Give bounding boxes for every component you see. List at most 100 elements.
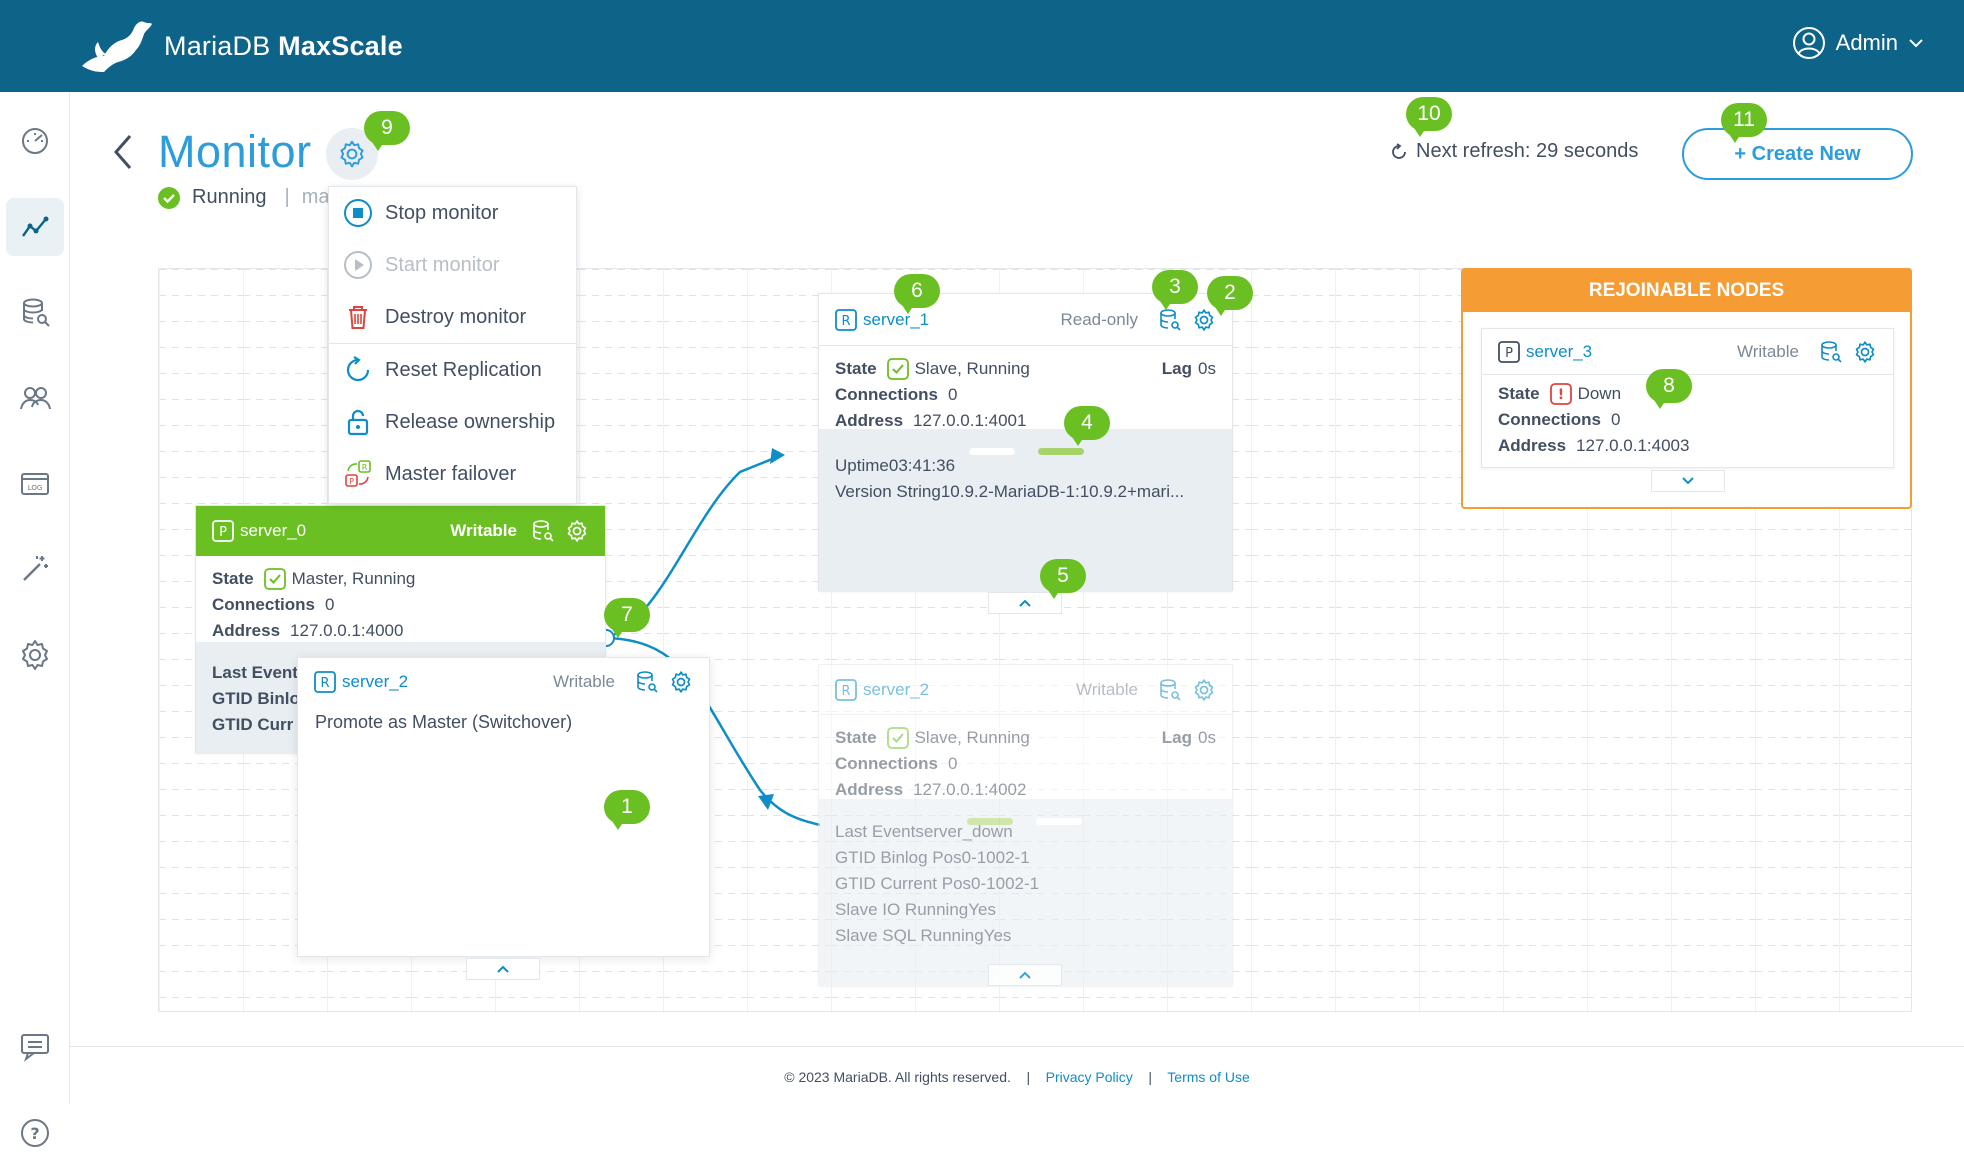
node-body: State Slave, Running Lag 0s Connections 0 … (819, 715, 1232, 803)
node-server-2[interactable]: R server_2 Writable State Slave, Running… (818, 664, 1233, 987)
chevron-up-icon (1019, 599, 1031, 607)
sidebar-item-feedback[interactable] (6, 1017, 64, 1075)
monitor-status: Running | mar (158, 186, 336, 209)
state-value: Down (1577, 384, 1622, 403)
refresh-text: Next refresh: 29 seconds (1416, 140, 1639, 162)
node-header[interactable]: R server_1 Read-only (819, 294, 1232, 346)
connections-label: Connections (835, 385, 938, 404)
server-name[interactable]: server_2 (342, 672, 409, 691)
arrow-head (770, 448, 785, 464)
gear-icon[interactable] (565, 519, 589, 543)
gtid-binlog-value: 0-1002-1 (961, 848, 1030, 867)
footer: © 2023 MariaDB. All rights reserved. | P… (70, 1046, 1964, 1104)
node-header[interactable]: P server_0 Writable (196, 506, 605, 556)
node-header[interactable]: R server_2 Writable (298, 658, 709, 706)
svg-text:P: P (349, 477, 354, 486)
state-value: Master, Running (291, 569, 416, 588)
menu-item-release-ownership[interactable]: Release ownership (329, 396, 576, 448)
users-icon (20, 387, 51, 410)
callout-badge: 4 (1064, 406, 1110, 446)
expand-handles[interactable] (967, 807, 1082, 833)
gear-icon[interactable] (1853, 340, 1877, 364)
address-value: 127.0.0.1:4001 (913, 411, 1027, 430)
switchover-hint: Promote as Master (Switchover) (315, 712, 573, 732)
node-header[interactable]: R server_2 Writable (819, 665, 1232, 715)
sidebar-item-settings[interactable] (6, 626, 64, 684)
collapse-button[interactable] (988, 592, 1062, 614)
server-name[interactable]: server_0 (240, 521, 307, 540)
sidebar-item-help[interactable]: ? (6, 1104, 64, 1162)
menu-item-reset-replication[interactable]: Reset Replication (329, 344, 576, 396)
node-server-3[interactable]: P server_3 Writable State ! Down Connect… (1481, 328, 1894, 468)
failover-icon: RP (345, 460, 371, 487)
connections-value: 0 (947, 754, 958, 773)
database-search-icon[interactable] (1158, 308, 1182, 332)
sidebar-item-users[interactable] (6, 369, 64, 427)
server-name[interactable]: server_2 (863, 679, 930, 699)
gtid-current-value: 0-1002-1 (971, 874, 1040, 893)
logo[interactable]: MariaDB MaxScale (78, 16, 403, 76)
slave-io-label: Slave IO Running (835, 900, 969, 919)
query-editor-icon (23, 298, 50, 327)
collapse-button[interactable] (988, 964, 1062, 986)
sidebar-item-logs[interactable]: LOG (6, 455, 64, 513)
user-avatar-icon (1792, 27, 1825, 59)
primary-server-icon: P (212, 520, 234, 542)
sidebar-item-query-editor[interactable] (6, 283, 64, 341)
lag-label: Lag (1161, 728, 1193, 747)
refresh-countdown[interactable]: Next refresh: 29 seconds (1390, 140, 1638, 163)
node-server-1[interactable]: R server_1 Read-only State Slave, Runnin… (818, 293, 1233, 592)
gear-icon[interactable] (1192, 678, 1216, 702)
config-wizard-icon (23, 556, 48, 581)
address-label: Address (212, 621, 281, 640)
gear-icon[interactable] (669, 670, 693, 694)
last-event-value: server_down (915, 822, 1013, 841)
gtid-current-label: GTID Curr (212, 715, 294, 734)
gear-icon[interactable] (1192, 308, 1216, 332)
create-new-button[interactable]: + Create New (1682, 128, 1913, 180)
state-label: State (212, 569, 254, 588)
svg-text:P: P (1505, 346, 1513, 361)
sidebar-item-dashboard[interactable] (6, 111, 64, 169)
status-separator: | (284, 186, 290, 208)
user-menu[interactable]: Admin (1792, 26, 1924, 60)
node-header[interactable]: P server_3 Writable (1482, 329, 1893, 375)
server-role: Writable (552, 672, 615, 691)
expand-button[interactable] (1651, 470, 1725, 492)
gtid-binlog-label: GTID Binlo (212, 689, 300, 708)
svg-text:R: R (841, 314, 850, 329)
callout-badge: 10 (1406, 97, 1452, 137)
server-name[interactable]: server_1 (863, 309, 930, 329)
menu-label: Reset Replication (385, 358, 542, 381)
address-label: Address (835, 411, 904, 430)
menu-label: Release ownership (385, 410, 556, 433)
expand-handles[interactable] (969, 437, 1084, 463)
logs-icon: LOG (21, 473, 49, 495)
menu-divider (329, 343, 576, 344)
server-name[interactable]: server_3 (1526, 341, 1593, 361)
address-value: 127.0.0.1:4003 (1576, 436, 1690, 455)
menu-item-start-monitor[interactable]: Start monitor (329, 239, 576, 291)
privacy-policy-link[interactable]: Privacy Policy (1045, 1069, 1133, 1085)
chevron-up-icon (497, 965, 509, 973)
callout-badge: 11 (1721, 103, 1767, 143)
stop-icon (344, 199, 372, 227)
terms-of-use-link[interactable]: Terms of Use (1167, 1069, 1250, 1085)
copyright-text: © 2023 MariaDB. All rights reserved. (784, 1069, 1011, 1085)
back-arrow-icon[interactable] (108, 130, 138, 174)
collapse-button[interactable] (466, 958, 540, 980)
node-body: State Slave, Running Lag 0s Connections 0 … (819, 346, 1232, 434)
menu-item-destroy-monitor[interactable]: Destroy monitor (329, 291, 576, 343)
database-search-icon[interactable] (1819, 340, 1843, 364)
state-label: State (1498, 384, 1540, 403)
menu-item-stop-monitor[interactable]: Stop monitor (329, 187, 576, 239)
database-search-icon[interactable] (1158, 678, 1182, 702)
sidebar-item-visualization[interactable] (6, 198, 64, 256)
sidebar-item-config-wizard[interactable] (6, 540, 64, 598)
database-search-icon[interactable] (531, 519, 555, 543)
trash-icon (349, 306, 367, 329)
database-search-icon[interactable] (635, 670, 659, 694)
callout-badge: 1 (604, 790, 650, 830)
state-value: Slave, Running (914, 359, 1030, 378)
